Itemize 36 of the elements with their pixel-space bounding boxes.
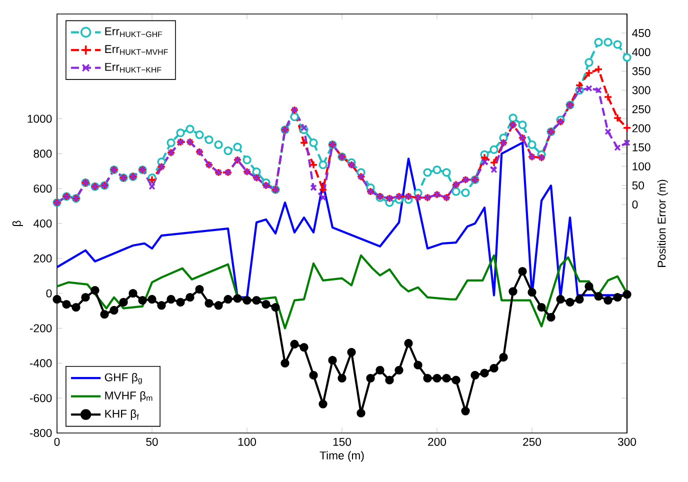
y-tick-label: -200 [30, 324, 52, 332]
legend-label: KHF β$_{f}$ [105, 409, 139, 420]
y2-tick-label: 150 [632, 143, 650, 152]
y-tick-label: 400 [34, 219, 52, 228]
y-axis-title: β [12, 220, 23, 226]
y2-tick-label: 0 [632, 200, 638, 208]
x-tick-label: 0 [54, 438, 60, 446]
x-tick-label: 300 [618, 438, 636, 446]
legend-label: Err$_{HUKT−MVHF}$ [105, 45, 168, 55]
y2-tick-label: 450 [632, 29, 650, 38]
y-tick-label: -600 [30, 394, 52, 402]
y2-tick-label: 350 [632, 67, 650, 76]
y2-tick-label: 50 [632, 181, 644, 190]
y2-tick-label: 400 [632, 48, 650, 56]
x-tick-label: 150 [333, 438, 352, 446]
legend-label: MVHF β$_{m}$ [105, 391, 152, 402]
x-tick-label: 50 [146, 438, 158, 446]
y-tick-label: 200 [34, 254, 52, 262]
y2-tick-label: 300 [632, 86, 650, 94]
y-tick-label: -800 [30, 429, 52, 438]
legend-label: Err$_{HUKT−KHF}$ [105, 62, 162, 73]
x-tick-label: 100 [238, 438, 256, 446]
x-tick-label: 200 [428, 438, 446, 446]
legend-label: GHF β$_{g}$ [104, 373, 142, 384]
y-tick-label: -400 [30, 359, 52, 368]
y-tick-label: 0 [46, 289, 52, 298]
y2-tick-label: 200 [632, 124, 650, 132]
y2-tick-label: 100 [632, 162, 650, 170]
y-tick-label: 800 [34, 150, 52, 158]
y2-tick-label: 250 [632, 105, 650, 114]
y2-axis-title: Position Error (m) [657, 180, 668, 267]
x-tick-label: 250 [523, 438, 542, 446]
legend-label: Err$_{HUKT−GHF}$ [105, 27, 162, 38]
y-tick-label: 600 [34, 184, 52, 193]
y-tick-label: 1000 [28, 114, 52, 123]
x-axis-title: Time (m) [320, 451, 364, 462]
